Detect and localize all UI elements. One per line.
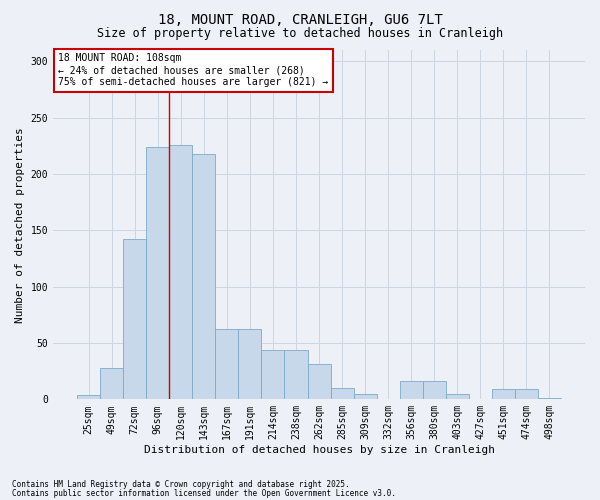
Bar	[284, 350, 308, 400]
Bar	[515, 389, 538, 400]
Bar	[331, 388, 353, 400]
Bar	[492, 389, 515, 400]
X-axis label: Distribution of detached houses by size in Cranleigh: Distribution of detached houses by size …	[143, 445, 494, 455]
Bar	[262, 350, 284, 400]
Text: Size of property relative to detached houses in Cranleigh: Size of property relative to detached ho…	[97, 28, 503, 40]
Text: Contains HM Land Registry data © Crown copyright and database right 2025.: Contains HM Land Registry data © Crown c…	[12, 480, 350, 489]
Bar	[238, 330, 262, 400]
Bar	[353, 394, 377, 400]
Text: Contains public sector information licensed under the Open Government Licence v3: Contains public sector information licen…	[12, 488, 396, 498]
Bar	[308, 364, 331, 400]
Bar	[169, 144, 193, 400]
Bar	[446, 394, 469, 400]
Text: 18, MOUNT ROAD, CRANLEIGH, GU6 7LT: 18, MOUNT ROAD, CRANLEIGH, GU6 7LT	[158, 12, 442, 26]
Bar	[538, 398, 561, 400]
Bar	[193, 154, 215, 400]
Bar	[123, 240, 146, 400]
Bar	[215, 330, 238, 400]
Bar	[422, 382, 446, 400]
Bar	[146, 147, 169, 400]
Bar	[400, 382, 422, 400]
Bar	[100, 368, 123, 400]
Bar	[77, 395, 100, 400]
Text: 18 MOUNT ROAD: 108sqm
← 24% of detached houses are smaller (268)
75% of semi-det: 18 MOUNT ROAD: 108sqm ← 24% of detached …	[58, 54, 329, 86]
Y-axis label: Number of detached properties: Number of detached properties	[15, 127, 25, 322]
